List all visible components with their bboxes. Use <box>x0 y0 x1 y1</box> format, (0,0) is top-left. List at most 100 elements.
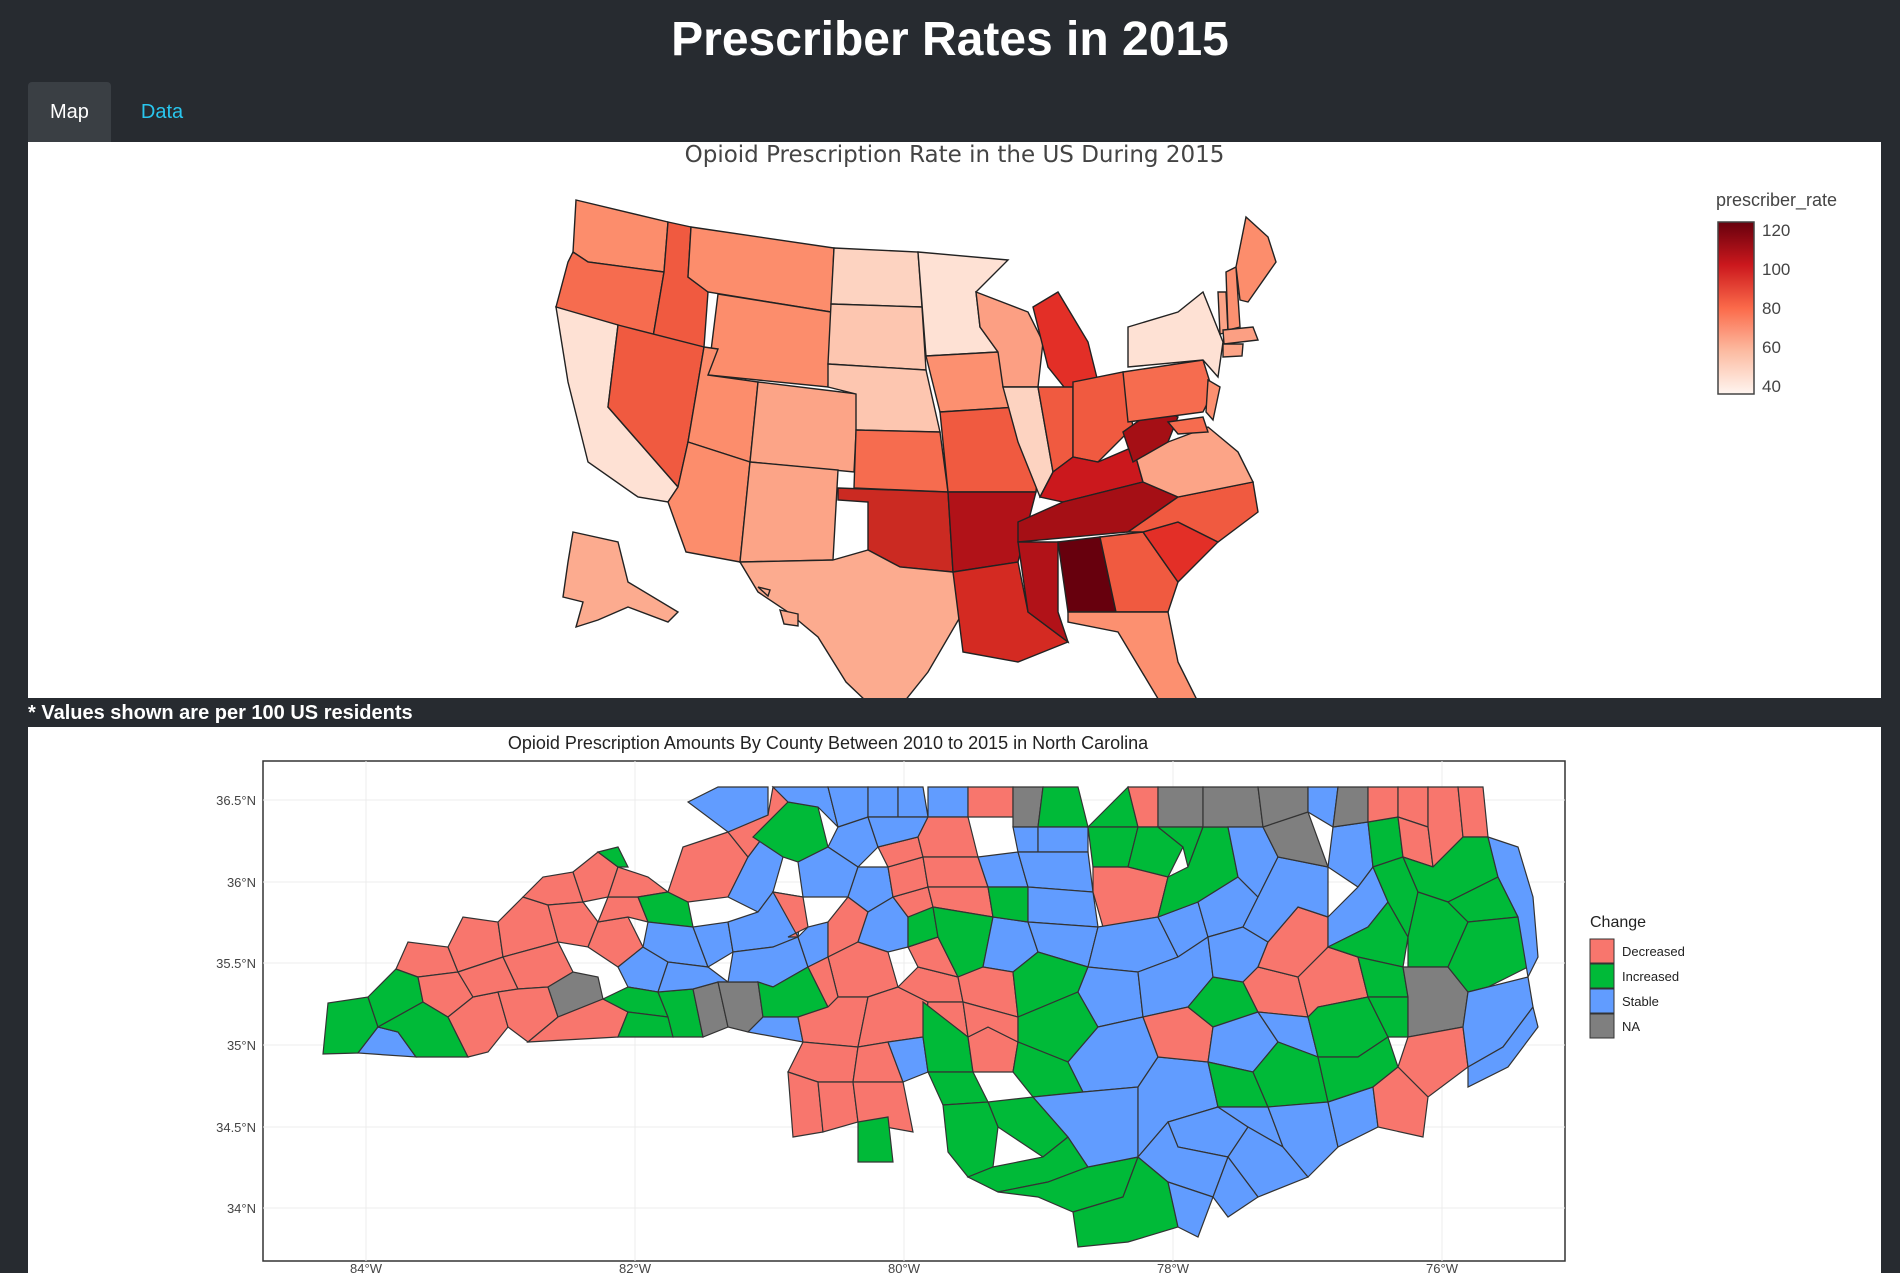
state-michigan <box>1032 291 1099 393</box>
state-new-york <box>1127 290 1224 379</box>
legend-label-decreased: Decreased <box>1622 944 1685 959</box>
colorbar-title: prescriber_rate <box>1716 190 1837 211</box>
state-connecticut <box>1222 343 1244 358</box>
y-tick: 35°N <box>227 1038 256 1053</box>
county <box>1027 886 1099 928</box>
county <box>1467 1005 1539 1088</box>
county <box>607 866 670 898</box>
state-new-hampshire <box>1225 265 1241 331</box>
state-kansas <box>853 429 949 493</box>
county <box>1167 1181 1214 1238</box>
x-tick: 84°W <box>350 1261 383 1273</box>
x-tick: 80°W <box>888 1261 921 1273</box>
us-choropleth[interactable]: prescriber_rate 120 100 80 60 40 <box>28 142 1881 698</box>
state-south-dakota <box>827 303 927 371</box>
state-florida <box>1067 611 1197 698</box>
footnote: * Values shown are per 100 US residents <box>28 702 413 724</box>
tab-map[interactable]: Map <box>28 82 111 142</box>
county <box>867 816 929 848</box>
county <box>1212 1155 1259 1218</box>
county <box>771 891 809 938</box>
county <box>922 856 989 888</box>
county <box>587 916 644 968</box>
county <box>917 816 979 858</box>
state-montana <box>687 226 835 313</box>
state-alaska <box>562 531 680 629</box>
nc-choropleth[interactable]: 36.5°N 36°N 35.5°N 35°N 34.5°N 34°N <box>28 727 1881 1273</box>
county <box>596 846 629 868</box>
county <box>1267 1101 1339 1178</box>
legend-swatch-increased <box>1589 963 1615 989</box>
legend-swatch-na <box>1589 1013 1615 1039</box>
county <box>1242 856 1329 943</box>
nc-map-panel: Opioid Prescription Amounts By County Be… <box>28 727 1881 1273</box>
colorbar-tick-60: 60 <box>1762 338 1781 357</box>
county <box>1487 836 1539 979</box>
y-tick: 34°N <box>227 1201 256 1216</box>
county <box>1202 786 1264 828</box>
legend-swatch-stable <box>1589 988 1615 1014</box>
y-tick: 34.5°N <box>216 1120 256 1135</box>
us-map-title: Opioid Prescription Rate in the US Durin… <box>684 142 1225 168</box>
state-mississippi <box>1017 541 1070 644</box>
county <box>1017 851 1094 893</box>
state-new-jersey <box>1205 378 1221 422</box>
us-states <box>555 199 1277 698</box>
tab-bar: Map Data <box>28 82 213 142</box>
county <box>967 786 1014 818</box>
county <box>867 786 899 818</box>
county <box>962 1001 1019 1043</box>
legend-swatch-decreased <box>1589 938 1615 964</box>
legend-title: Change <box>1590 914 1646 931</box>
nc-x-axis: 84°W 82°W 80°W 78°W 76°W <box>350 1261 1459 1273</box>
nc-legend: Change Decreased Increased Stable NA <box>1589 914 1685 1039</box>
county <box>852 1081 914 1133</box>
colorbar-tick-100: 100 <box>1762 260 1790 279</box>
county <box>987 886 1029 923</box>
state-massachusetts <box>1222 326 1259 345</box>
county <box>1227 1126 1309 1198</box>
legend-label-na: NA <box>1622 1019 1640 1034</box>
tab-data[interactable]: Data <box>140 100 184 123</box>
county <box>1012 826 1039 853</box>
state-north-dakota <box>830 247 923 308</box>
state-texas <box>738 549 964 698</box>
x-tick: 76°W <box>1426 1261 1459 1273</box>
state-colorado <box>749 381 859 473</box>
county <box>771 786 840 829</box>
county <box>857 1116 894 1163</box>
y-tick: 36.5°N <box>216 793 256 808</box>
county <box>1157 786 1204 828</box>
county <box>927 786 969 818</box>
state-maryland <box>1166 416 1209 435</box>
legend-label-increased: Increased <box>1622 969 1679 984</box>
y-tick: 35.5°N <box>216 956 256 971</box>
county <box>1457 786 1489 838</box>
legend-label-stable: Stable <box>1622 994 1659 1009</box>
county <box>686 786 769 833</box>
colorbar-scale <box>1717 221 1755 395</box>
state-georgia <box>1099 531 1179 613</box>
state-pennsylvania <box>1122 359 1214 423</box>
state-maine <box>1235 215 1277 303</box>
state-ohio <box>1072 371 1134 463</box>
colorbar-tick-80: 80 <box>1762 299 1781 318</box>
county <box>1332 786 1369 828</box>
y-tick: 36°N <box>227 875 256 890</box>
state-hawaii-oahu <box>757 586 771 598</box>
county <box>1037 826 1089 853</box>
state-new-mexico <box>739 461 839 563</box>
county <box>897 786 929 818</box>
county <box>1372 1066 1429 1138</box>
x-tick: 82°W <box>619 1261 652 1273</box>
us-map-panel: Opioid Prescription Rate in the US Durin… <box>28 142 1881 698</box>
county <box>637 891 694 928</box>
app-title: Prescriber Rates in 2015 <box>671 13 1229 66</box>
colorbar-tick-40: 40 <box>1762 377 1781 396</box>
nc-counties <box>322 785 1539 1248</box>
county <box>1367 786 1399 823</box>
nc-y-axis: 36.5°N 36°N 35.5°N 35°N 34.5°N 34°N <box>216 793 256 1216</box>
state-hawaii <box>779 609 799 627</box>
nc-map-title: Opioid Prescription Amounts By County Be… <box>507 733 1149 753</box>
x-tick: 78°W <box>1157 1261 1190 1273</box>
